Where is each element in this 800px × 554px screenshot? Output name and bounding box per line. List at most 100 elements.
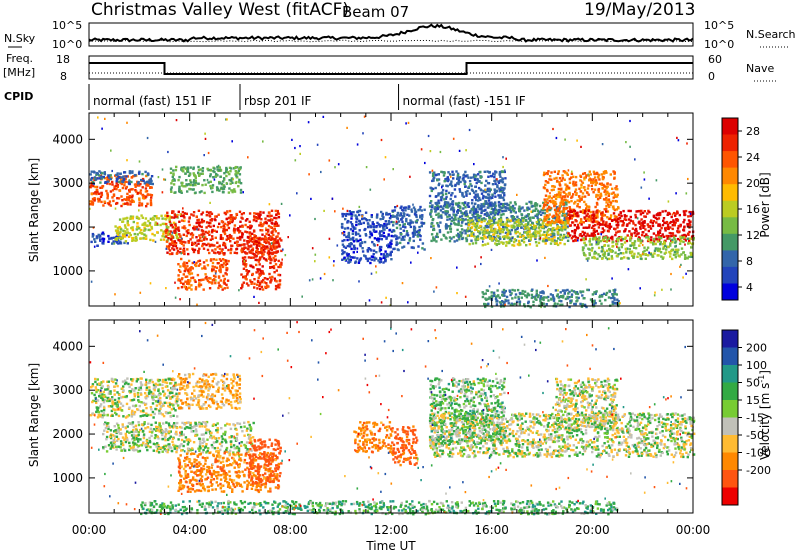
heatmap-cell: [482, 202, 486, 206]
heatmap-cell: [165, 232, 168, 235]
heatmap-cell: [474, 226, 477, 229]
heatmap-cell: [543, 215, 546, 218]
heatmap-cell: [121, 199, 124, 202]
heatmap-cell: [225, 262, 229, 265]
heatmap-cell: [612, 191, 615, 194]
heatmap-cell: [182, 214, 185, 218]
heatmap-cell: [362, 221, 365, 225]
heatmap-cell: [128, 196, 131, 199]
heatmap-cell: [449, 224, 452, 228]
heatmap-cell: [186, 167, 190, 171]
heatmap-cell: [516, 288, 520, 292]
heatmap-cell: [644, 253, 647, 256]
heatmap-cell: [607, 198, 611, 201]
heatmap-cell: [437, 212, 440, 215]
heatmap-cell: [111, 169, 113, 173]
heatmap-cell: [539, 218, 542, 221]
heatmap-cell: [370, 214, 373, 217]
heatmap-cell: [124, 217, 127, 220]
heatmap-cell: [402, 245, 406, 248]
heatmap-cell: [358, 259, 361, 263]
heatmap-cell: [133, 174, 137, 177]
heatmap-cell: [183, 225, 186, 228]
heatmap-cell: [580, 223, 583, 226]
heatmap-cell: [211, 281, 214, 284]
heatmap-cell: [561, 229, 564, 232]
heatmap-cell: [379, 224, 382, 227]
heatmap-cell: [218, 269, 221, 272]
heatmap-cell: [115, 202, 118, 205]
heatmap-cell: [205, 275, 208, 279]
heatmap-cell: [645, 248, 649, 252]
heatmap-cell: [603, 172, 606, 175]
heatmap-cell: [672, 253, 676, 256]
heatmap-cell: [683, 257, 687, 260]
heatmap-cell: [225, 168, 228, 171]
heatmap-cell: [596, 216, 599, 219]
heatmap-cell: [471, 189, 474, 192]
heatmap-cell: [495, 171, 498, 174]
heatmap-cell: [173, 216, 176, 219]
heatmap-cell: [496, 185, 499, 189]
heatmap-cell: [641, 231, 644, 234]
heatmap-cell: [460, 221, 464, 224]
heatmap-cell: [197, 251, 200, 255]
heatmap-cell: [526, 225, 529, 229]
heatmap-cell: [637, 238, 640, 241]
heatmap-cell: [116, 229, 120, 232]
cpid-segments: normal (fast) 151 IF rbsp 201 IF normal (f…: [88, 84, 526, 110]
heatmap-cell: [267, 233, 270, 236]
heatmap-cell: [518, 205, 521, 208]
heatmap-cell: [690, 246, 693, 249]
heatmap-cell: [513, 302, 516, 306]
heatmap-cell: [456, 172, 460, 175]
heatmap-cell: [103, 173, 107, 176]
heatmap-cell: [198, 259, 202, 262]
heatmap-cell: [477, 205, 480, 209]
heatmap-cell: [666, 237, 669, 240]
heatmap-cell: [103, 200, 106, 203]
heatmap-cell: [251, 249, 254, 252]
heatmap-cell: [482, 233, 485, 237]
heatmap-cell: [556, 226, 560, 229]
heatmap-cell: [381, 230, 384, 233]
heatmap-cell: [502, 188, 505, 192]
heatmap-cell: [141, 223, 144, 226]
heatmap-cell: [468, 179, 472, 183]
heatmap-cell: [575, 300, 578, 303]
heatmap-cell: [251, 247, 255, 250]
heatmap-cell: [490, 291, 493, 294]
heatmap-cell: [258, 224, 261, 227]
heatmap-cell: [428, 205, 432, 208]
heatmap-cell: [90, 183, 93, 186]
heatmap-cell: [610, 192, 614, 195]
heatmap-cell: [134, 236, 138, 239]
heatmap-cell: [592, 224, 595, 228]
heatmap-cell: [465, 229, 468, 233]
heatmap-cell: [474, 210, 478, 214]
heatmap-cell: [477, 215, 480, 218]
heatmap-cell: [190, 288, 193, 291]
heatmap-cell: [234, 216, 237, 219]
heatmap-cell: [215, 215, 218, 218]
heatmap-cell: [525, 214, 528, 217]
heatmap-cell: [674, 234, 677, 237]
heatmap-cell: [373, 244, 376, 247]
heatmap-cell: [224, 263, 227, 267]
heatmap-cell: [366, 248, 369, 252]
heatmap-cell: [223, 226, 226, 229]
heatmap-cell: [493, 238, 496, 241]
heatmap-cell: [241, 233, 244, 236]
heatmap-cell: [126, 221, 129, 225]
heatmap-cell: [683, 237, 686, 240]
heatmap-cell: [151, 182, 154, 186]
heatmap-cell: [257, 276, 260, 279]
heatmap-cell: [144, 228, 147, 231]
heatmap-cell: [499, 232, 502, 235]
heatmap-cell: [576, 236, 580, 240]
heatmap-cell: [494, 201, 497, 204]
heatmap-cell: [682, 234, 685, 237]
heatmap-cell: [498, 227, 502, 231]
heatmap-cell: [441, 211, 445, 214]
heatmap-cell: [409, 225, 413, 229]
